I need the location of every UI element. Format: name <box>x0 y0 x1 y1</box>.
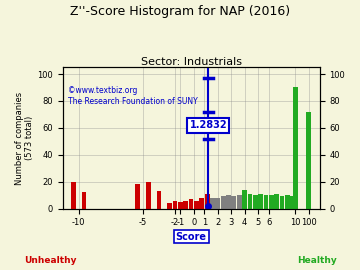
Text: Healthy: Healthy <box>297 256 337 265</box>
Bar <box>269 195 274 209</box>
Bar <box>157 191 161 209</box>
Bar <box>189 199 193 209</box>
Bar <box>199 198 204 209</box>
Bar <box>167 203 172 209</box>
Bar <box>135 184 140 209</box>
Bar <box>173 201 177 209</box>
Y-axis label: Number of companies
(573 total): Number of companies (573 total) <box>15 91 35 184</box>
Bar <box>221 197 226 209</box>
Bar <box>258 194 263 209</box>
Text: Unhealthy: Unhealthy <box>24 256 77 265</box>
Bar <box>237 195 242 209</box>
Bar <box>293 87 298 209</box>
Bar <box>306 112 311 209</box>
Bar <box>280 197 284 209</box>
Text: The Research Foundation of SUNY: The Research Foundation of SUNY <box>68 97 198 106</box>
Bar <box>71 182 76 209</box>
Bar <box>274 194 279 209</box>
Bar <box>178 202 183 209</box>
Bar <box>194 201 199 209</box>
X-axis label: Score: Score <box>176 231 207 241</box>
Bar <box>82 193 86 209</box>
Bar <box>264 195 269 209</box>
Bar <box>253 195 258 209</box>
Bar <box>183 201 188 209</box>
Text: Z''-Score Histogram for NAP (2016): Z''-Score Histogram for NAP (2016) <box>70 5 290 18</box>
Text: 1.2832: 1.2832 <box>189 120 227 130</box>
Bar <box>291 197 295 209</box>
Bar <box>285 195 290 209</box>
Bar <box>231 197 236 209</box>
Bar <box>210 198 215 209</box>
Title: Sector: Industrials: Sector: Industrials <box>141 56 242 66</box>
Bar <box>146 182 151 209</box>
Bar <box>248 194 252 209</box>
Bar <box>242 190 247 209</box>
Bar <box>205 194 210 209</box>
Bar <box>215 198 220 209</box>
Bar <box>226 195 231 209</box>
Text: ©www.textbiz.org: ©www.textbiz.org <box>68 86 137 95</box>
